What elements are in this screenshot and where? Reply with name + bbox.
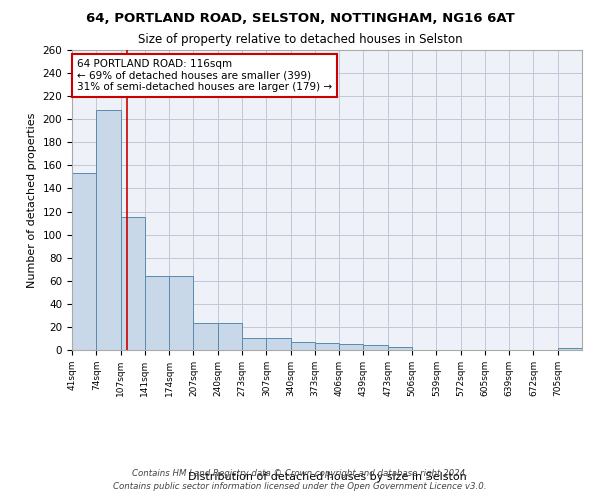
Text: Size of property relative to detached houses in Selston: Size of property relative to detached ho… bbox=[137, 32, 463, 46]
X-axis label: Distribution of detached houses by size in Selston: Distribution of detached houses by size … bbox=[188, 472, 466, 482]
Y-axis label: Number of detached properties: Number of detached properties bbox=[27, 112, 37, 288]
Text: 64, PORTLAND ROAD, SELSTON, NOTTINGHAM, NG16 6AT: 64, PORTLAND ROAD, SELSTON, NOTTINGHAM, … bbox=[86, 12, 514, 26]
Bar bbox=[193, 324, 218, 350]
Text: Contains public sector information licensed under the Open Government Licence v3: Contains public sector information licen… bbox=[113, 482, 487, 491]
Bar bbox=[121, 218, 145, 350]
Bar bbox=[315, 343, 339, 350]
Bar bbox=[218, 324, 242, 350]
Bar bbox=[72, 174, 96, 350]
Bar bbox=[266, 338, 290, 350]
Text: Contains HM Land Registry data © Crown copyright and database right 2024.: Contains HM Land Registry data © Crown c… bbox=[132, 468, 468, 477]
Bar bbox=[364, 346, 388, 350]
Bar bbox=[339, 344, 364, 350]
Bar bbox=[290, 342, 315, 350]
Text: 64 PORTLAND ROAD: 116sqm
← 69% of detached houses are smaller (399)
31% of semi-: 64 PORTLAND ROAD: 116sqm ← 69% of detach… bbox=[77, 59, 332, 92]
Bar bbox=[558, 348, 582, 350]
Bar bbox=[96, 110, 121, 350]
Bar bbox=[169, 276, 193, 350]
Bar bbox=[388, 346, 412, 350]
Bar bbox=[145, 276, 169, 350]
Bar bbox=[242, 338, 266, 350]
